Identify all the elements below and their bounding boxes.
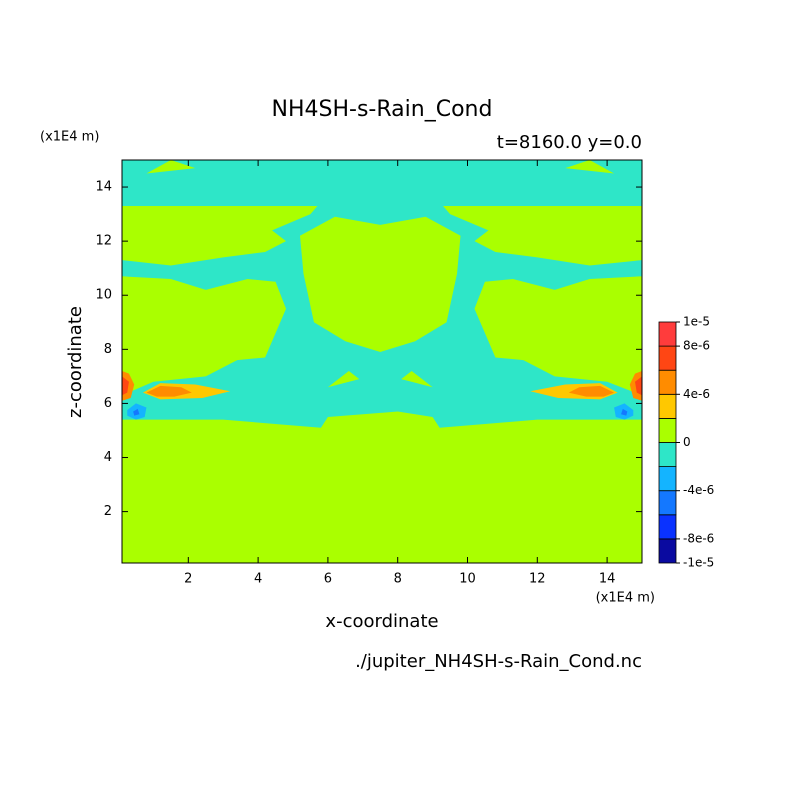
contour-region [327, 370, 360, 388]
colorbar-label: 0 [683, 435, 691, 449]
colorbar-swatch [658, 393, 677, 419]
contour-region [568, 385, 615, 397]
colorbar-swatch [658, 321, 677, 347]
colorbar-swatch [658, 369, 677, 395]
x-tick-label: 4 [254, 572, 262, 587]
y-tick-label: 10 [95, 288, 112, 303]
y-unit: (x1E4 m) [40, 130, 99, 145]
x-tick-label: 8 [394, 572, 402, 587]
colorbar-swatch [658, 490, 677, 516]
chart-subtitle: t=8160.0 y=0.0 [497, 132, 642, 153]
colorbar-label: -8e-6 [683, 531, 714, 545]
contour-region [122, 376, 129, 396]
colorbar-label: -4e-6 [683, 483, 714, 497]
colorbar-swatch [658, 514, 677, 540]
y-tick-label: 12 [95, 234, 112, 249]
plot-frame [121, 159, 643, 564]
x-tick-label: 14 [599, 572, 616, 587]
colorbar-label: -1e-5 [683, 556, 714, 570]
x-unit: (x1E4 m) [596, 591, 655, 606]
contour-region [621, 408, 628, 416]
y-axis-label: z-coordinate [65, 306, 86, 418]
colorbar-swatch [658, 417, 677, 443]
colorbar-label: 1e-5 [683, 315, 710, 329]
footer: ./jupiter_NH4SH-s-Rain_Cond.nc [355, 651, 642, 672]
y-tick-label: 2 [104, 504, 112, 519]
colorbar-swatch [658, 442, 677, 468]
colorbar-label: 8e-6 [683, 339, 710, 353]
contour-region [565, 160, 615, 174]
contour-region [146, 160, 196, 174]
contour-region [401, 370, 433, 388]
y-tick-label: 14 [95, 180, 112, 195]
colorbar-swatch [658, 538, 677, 564]
x-tick-label: 12 [529, 572, 546, 587]
x-tick-label: 6 [324, 572, 332, 587]
x-tick-label: 10 [459, 572, 476, 587]
contour-region [133, 408, 140, 416]
contour-region [635, 376, 642, 396]
y-tick-label: 4 [104, 450, 112, 465]
colorbar-swatch [658, 466, 677, 492]
contour-region [299, 216, 461, 353]
colorbar-label: 4e-6 [683, 387, 710, 401]
contour-region [146, 385, 192, 397]
x-axis-label: x-coordinate [325, 611, 438, 632]
y-tick-label: 8 [104, 342, 112, 357]
chart-title: NH4SH-s-Rain_Cond [272, 97, 493, 122]
colorbar-swatch [658, 345, 677, 371]
x-tick-label: 2 [184, 572, 192, 587]
y-tick-label: 6 [104, 396, 112, 411]
